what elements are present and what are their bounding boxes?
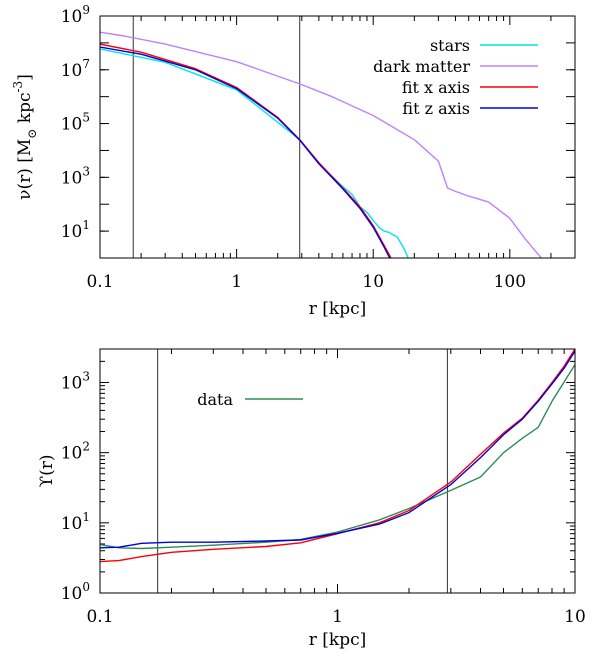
legend-label: dark matter	[373, 57, 470, 76]
legend-label: fit z axis	[402, 99, 470, 118]
series-group	[100, 31, 542, 258]
plot-frame	[99, 348, 576, 594]
y-tick-base: 10	[61, 222, 83, 242]
y-tick-label: 101	[61, 218, 90, 242]
y-tick-exponent: 1	[82, 218, 90, 232]
y-tick-base: 10	[61, 61, 83, 81]
y-label-main: ν(r) [M	[15, 139, 35, 200]
legend-label: stars	[430, 36, 470, 55]
y-tick-label: 100	[61, 580, 90, 604]
y-tick-label: 101	[61, 510, 90, 534]
y-tick-label: 109	[61, 3, 90, 27]
y-label-sup: -3	[11, 81, 25, 93]
y-tick-base: 10	[61, 584, 83, 604]
y-tick-exponent: 5	[82, 111, 90, 125]
y-tick-base: 10	[61, 373, 83, 393]
y-label-unit: kpc	[15, 93, 35, 129]
y-tick-base: 10	[61, 444, 83, 464]
y-tick-label: 102	[61, 440, 90, 464]
y-tick-exponent: 7	[82, 57, 90, 71]
y-axis-label: ν(r) [M⊙ kpc-3]	[11, 74, 39, 200]
y-tick-exponent: 9	[82, 3, 90, 17]
y-tick-base: 10	[61, 115, 83, 135]
x-tick-label: 100	[494, 272, 526, 292]
series-group	[100, 349, 575, 563]
series-line-fit-z-axis	[100, 46, 391, 258]
x-tick-label: 0.1	[86, 272, 113, 292]
series-line-unnamed-2	[100, 350, 575, 549]
series-line-stars	[100, 48, 409, 258]
y-tick-base: 10	[61, 7, 83, 27]
x-axis-label: r [kpc]	[309, 299, 367, 319]
legend-label: data	[197, 390, 233, 409]
y-label-end: ]	[15, 74, 35, 81]
y-tick-label: 103	[61, 164, 90, 188]
y-label-sub: ⊙	[25, 129, 39, 139]
x-tick-label: 10	[362, 272, 384, 292]
y-tick-label: 103	[61, 369, 90, 393]
y-tick-label: 105	[61, 111, 90, 135]
y-tick-exponent: 3	[82, 164, 90, 178]
plot-frame	[99, 15, 576, 259]
x-tick-label: 1	[231, 272, 242, 292]
y-tick-base: 10	[61, 168, 83, 188]
series-line-dark-matter	[100, 31, 542, 258]
x-tick-label: 10	[564, 607, 586, 627]
x-tick-label: 0.1	[86, 607, 113, 627]
legend-label: fit x axis	[402, 78, 470, 97]
y-tick-exponent: 3	[82, 369, 90, 383]
y-tick-exponent: 1	[82, 510, 90, 524]
y-tick-exponent: 0	[82, 580, 90, 594]
y-tick-label: 107	[61, 57, 90, 81]
series-line-fit-x-axis	[100, 43, 392, 258]
y-axis-label: ϒ(r)	[37, 454, 57, 487]
y-tick-exponent: 2	[82, 440, 90, 454]
x-tick-label: 1	[332, 607, 343, 627]
y-tick-base: 10	[61, 514, 83, 534]
x-axis-label: r [kpc]	[309, 630, 367, 650]
series-line-unnamed-1	[100, 349, 575, 563]
series-line-data	[100, 364, 575, 550]
